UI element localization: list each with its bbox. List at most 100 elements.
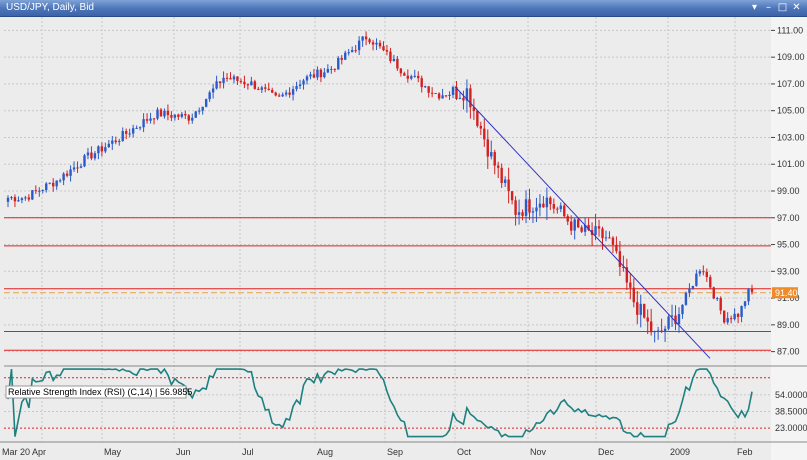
candle [93,150,97,161]
candle [333,68,337,73]
candle [302,78,305,90]
candle [350,46,354,53]
candle [681,304,684,319]
candle [444,95,448,98]
price-tick-label: 89.00 [777,320,800,330]
candle [698,269,702,277]
candle [354,45,357,53]
candle [34,185,38,194]
time-axis-label: Jun [176,447,191,457]
candle [58,178,62,183]
candle [580,225,583,234]
candle [305,74,309,85]
candle [722,310,726,324]
candle [702,265,705,276]
candle [177,113,180,120]
candle [45,182,48,193]
candle [514,196,517,226]
candle [76,161,79,173]
candle [291,85,295,101]
candle [490,140,493,160]
maximize-button[interactable]: □ [777,2,788,13]
candle [194,110,197,118]
close-button[interactable]: ✕ [792,2,801,13]
candle [430,87,434,98]
candle [493,149,496,175]
candle [152,117,156,125]
candle [375,38,378,51]
candle [646,309,649,335]
candle [281,92,284,97]
candle [660,318,663,333]
rsi-legend-text: Relative Strength Index (RSI) (C,14) | 5… [8,387,192,397]
candle [65,170,69,178]
candle [253,79,257,90]
candle [618,241,622,276]
candle [472,98,476,120]
candle [83,153,86,168]
price-chart[interactable]: 111.00 109.00 107.00 105.00 103.00 101.00 99.0… [0,17,807,460]
candle [486,129,489,169]
time-axis-label: Aug [317,447,333,457]
candle [319,68,323,83]
candle [371,39,375,51]
candle [156,107,159,121]
candle [55,180,58,190]
candle [625,258,629,290]
candle [747,288,750,306]
menu-dropdown-icon[interactable]: ▾ [751,2,758,13]
candle [684,291,688,306]
candle [709,274,712,290]
price-tick-label: 101.00 [777,159,805,169]
rsi-tick-label: 38.5000 [775,406,807,416]
candle [215,75,218,90]
candle [573,218,576,240]
candle [406,69,410,83]
candle [111,135,114,150]
rsi-legend: Relative Strength Index (RSI) (C,14) | 5… [5,385,192,399]
minimize-button[interactable]: – [766,2,771,13]
candle [629,272,632,300]
candle [41,189,44,194]
candle [716,296,719,302]
candle [243,75,246,89]
candle [549,196,552,211]
candle [128,128,131,138]
candle [420,75,423,93]
price-tick-label: 105.00 [777,106,805,116]
candle [173,114,177,121]
candle [688,283,691,297]
candle [100,142,104,157]
candle [639,294,642,328]
title-bar[interactable]: USD/JPY, Daily, Bid ▾ – □ ✕ [0,0,807,17]
candle [180,111,184,119]
price-tick-label: 87.00 [777,347,800,357]
candle [441,88,444,99]
candle [121,127,124,142]
candle [434,92,437,95]
candle [27,194,31,202]
candle [69,165,72,182]
candle [545,187,549,220]
candle [104,142,107,154]
time-axis-label: Sep [387,447,403,457]
price-axis-panel[interactable] [771,17,807,460]
trendline[interactable] [454,86,711,359]
candle [729,315,733,324]
price-plot-area[interactable] [4,17,771,365]
candle [566,213,569,226]
candle [184,110,187,120]
candle [743,300,747,309]
time-axis-label: Mar 20 Apr [2,447,46,457]
candle [340,55,343,65]
candle [677,307,681,333]
candle [413,69,416,78]
candle [611,236,615,254]
rsi-plot-area[interactable] [4,367,771,442]
candle [389,47,392,64]
candle [649,308,653,336]
candle [118,138,121,146]
candle [521,209,524,221]
candle [131,124,135,138]
